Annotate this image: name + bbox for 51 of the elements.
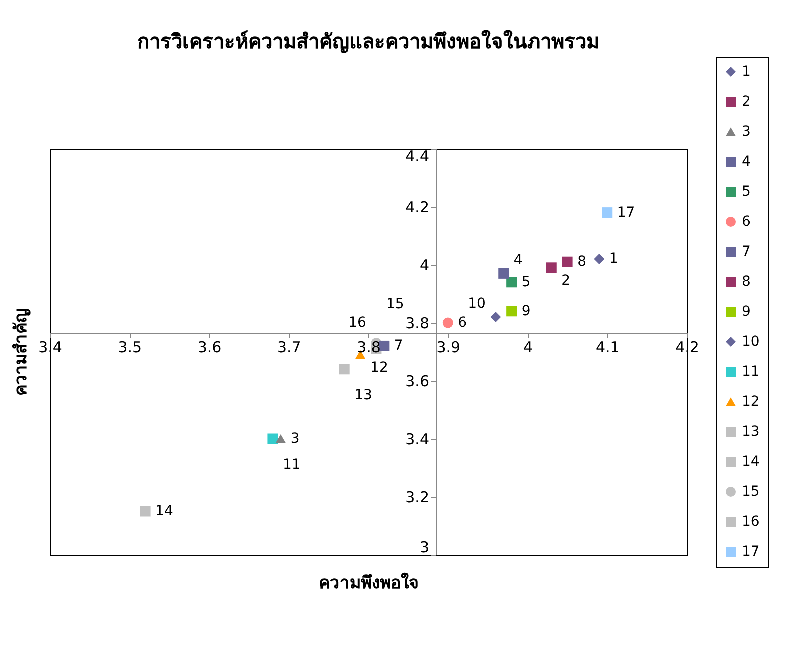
legend-label: 3 [742,124,751,140]
legend-label: 17 [742,544,760,560]
legend-label: 10 [742,334,760,350]
x-tick-label: 3.7 [277,338,302,356]
legend-label: 2 [742,94,751,110]
legend-label: 7 [742,244,751,260]
legend-label: 4 [742,154,751,170]
text: 8 [578,254,586,270]
text: 6 [458,315,468,331]
text: 17 [617,204,636,221]
text: 7 [394,338,404,354]
y-tick-label: 3.4 [406,430,430,448]
text: 10 [468,296,486,312]
legend-label: 9 [742,304,751,320]
text: 12 [370,360,388,376]
x-tick-label: 3.5 [118,338,142,356]
text: 4 [514,252,523,269]
y-tick-label: 3 [420,538,430,556]
text: 13 [354,387,372,404]
text: 1 [609,251,618,268]
text: 2 [562,272,571,289]
text: 3 [290,431,300,447]
text: 11 [282,457,301,473]
text: 5 [522,274,531,290]
x-tick-label: 3.9 [436,338,461,356]
x-tick-label: 3.6 [198,338,222,356]
legend-label: 14 [742,454,760,470]
x-tick-label: 4 [523,338,534,356]
text: 9 [522,303,531,320]
legend-label: 6 [742,214,751,230]
y-tick-label: 4.2 [406,198,430,216]
legend-label: 11 [742,364,760,380]
chart-title: การวิเคราะห์ความสำคัญและความพึงพอใจในภาพรวม [138,30,600,54]
x-tick-label: 4.1 [596,338,620,356]
text: 15 [386,296,404,312]
legend-label: 15 [742,484,760,500]
y-axis-title: ความสำคัญ [12,309,32,396]
legend-label: 1 [742,64,751,80]
y-tick-label: 3.6 [406,372,430,390]
y-tick-label: 4.4 [406,148,430,166]
legend-label: 12 [742,394,760,410]
text: 14 [156,504,174,520]
y-tick-label: 3.2 [406,488,430,506]
y-tick-label: 3.8 [406,314,430,332]
y-tick-label: 4 [420,256,430,274]
legend-label: 13 [742,424,760,440]
legend-label: 8 [742,274,751,290]
legend-label: 16 [742,514,760,530]
legend-label: 5 [742,184,751,200]
text: 16 [348,315,366,332]
x-axis-title: ความพึงพอใจ [319,572,419,594]
